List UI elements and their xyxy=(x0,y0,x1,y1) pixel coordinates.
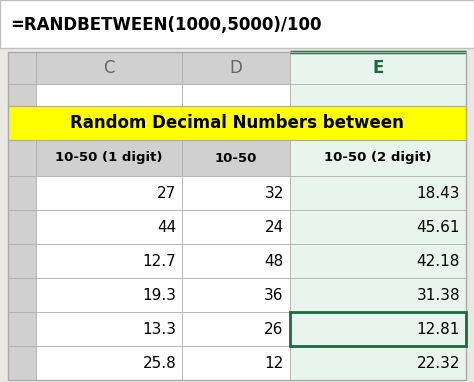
Text: 45.61: 45.61 xyxy=(417,220,460,235)
Text: =RANDBETWEEN(1000,5000)/100: =RANDBETWEEN(1000,5000)/100 xyxy=(10,16,321,34)
Text: 22.32: 22.32 xyxy=(417,356,460,371)
Bar xyxy=(290,140,466,176)
Bar xyxy=(290,244,466,278)
Bar xyxy=(36,312,182,346)
Bar xyxy=(8,140,36,176)
Text: 31.38: 31.38 xyxy=(416,288,460,303)
Bar xyxy=(8,176,36,210)
Bar xyxy=(8,210,36,244)
Bar xyxy=(290,312,466,346)
Bar xyxy=(290,52,466,84)
Text: 12.81: 12.81 xyxy=(417,322,460,337)
Text: 10-50 (1 digit): 10-50 (1 digit) xyxy=(55,152,163,165)
Text: 44: 44 xyxy=(157,220,176,235)
Bar xyxy=(182,140,290,176)
Bar xyxy=(290,312,466,346)
Bar xyxy=(0,0,474,48)
Bar xyxy=(290,176,466,210)
Text: 36: 36 xyxy=(264,288,284,303)
Bar xyxy=(8,312,36,346)
Bar xyxy=(290,278,466,312)
Bar xyxy=(8,84,36,106)
Bar xyxy=(36,210,182,244)
Bar xyxy=(36,176,182,210)
Text: 10-50 (2 digit): 10-50 (2 digit) xyxy=(324,152,432,165)
Bar xyxy=(182,210,290,244)
Bar xyxy=(8,52,36,84)
Bar xyxy=(8,106,466,140)
Bar xyxy=(36,140,182,176)
Bar xyxy=(182,312,290,346)
Bar xyxy=(290,346,466,380)
Bar xyxy=(290,210,466,244)
Bar xyxy=(182,346,290,380)
Text: D: D xyxy=(229,59,242,77)
Bar xyxy=(8,244,36,278)
Bar xyxy=(8,278,36,312)
Text: 12: 12 xyxy=(264,356,284,371)
Bar xyxy=(182,52,290,84)
Text: Random Decimal Numbers between: Random Decimal Numbers between xyxy=(70,114,404,132)
Bar xyxy=(290,84,466,106)
Bar xyxy=(8,346,36,380)
Bar xyxy=(8,52,466,380)
Bar xyxy=(36,244,182,278)
Bar xyxy=(182,176,290,210)
Bar xyxy=(36,346,182,380)
Text: 27: 27 xyxy=(157,186,176,201)
Text: 25.8: 25.8 xyxy=(143,356,176,371)
Bar xyxy=(182,278,290,312)
Text: 42.18: 42.18 xyxy=(417,254,460,269)
Text: 12.7: 12.7 xyxy=(143,254,176,269)
Text: E: E xyxy=(372,59,383,77)
Text: 10-50: 10-50 xyxy=(215,152,257,165)
Bar xyxy=(182,244,290,278)
Text: 48: 48 xyxy=(264,254,284,269)
Bar xyxy=(36,278,182,312)
Bar xyxy=(36,52,182,84)
Bar xyxy=(182,84,290,106)
Text: 24: 24 xyxy=(264,220,284,235)
Text: 19.3: 19.3 xyxy=(142,288,176,303)
Text: 26: 26 xyxy=(264,322,284,337)
Bar xyxy=(36,84,182,106)
Text: C: C xyxy=(103,59,115,77)
Text: 32: 32 xyxy=(264,186,284,201)
Text: 13.3: 13.3 xyxy=(142,322,176,337)
Text: 18.43: 18.43 xyxy=(417,186,460,201)
